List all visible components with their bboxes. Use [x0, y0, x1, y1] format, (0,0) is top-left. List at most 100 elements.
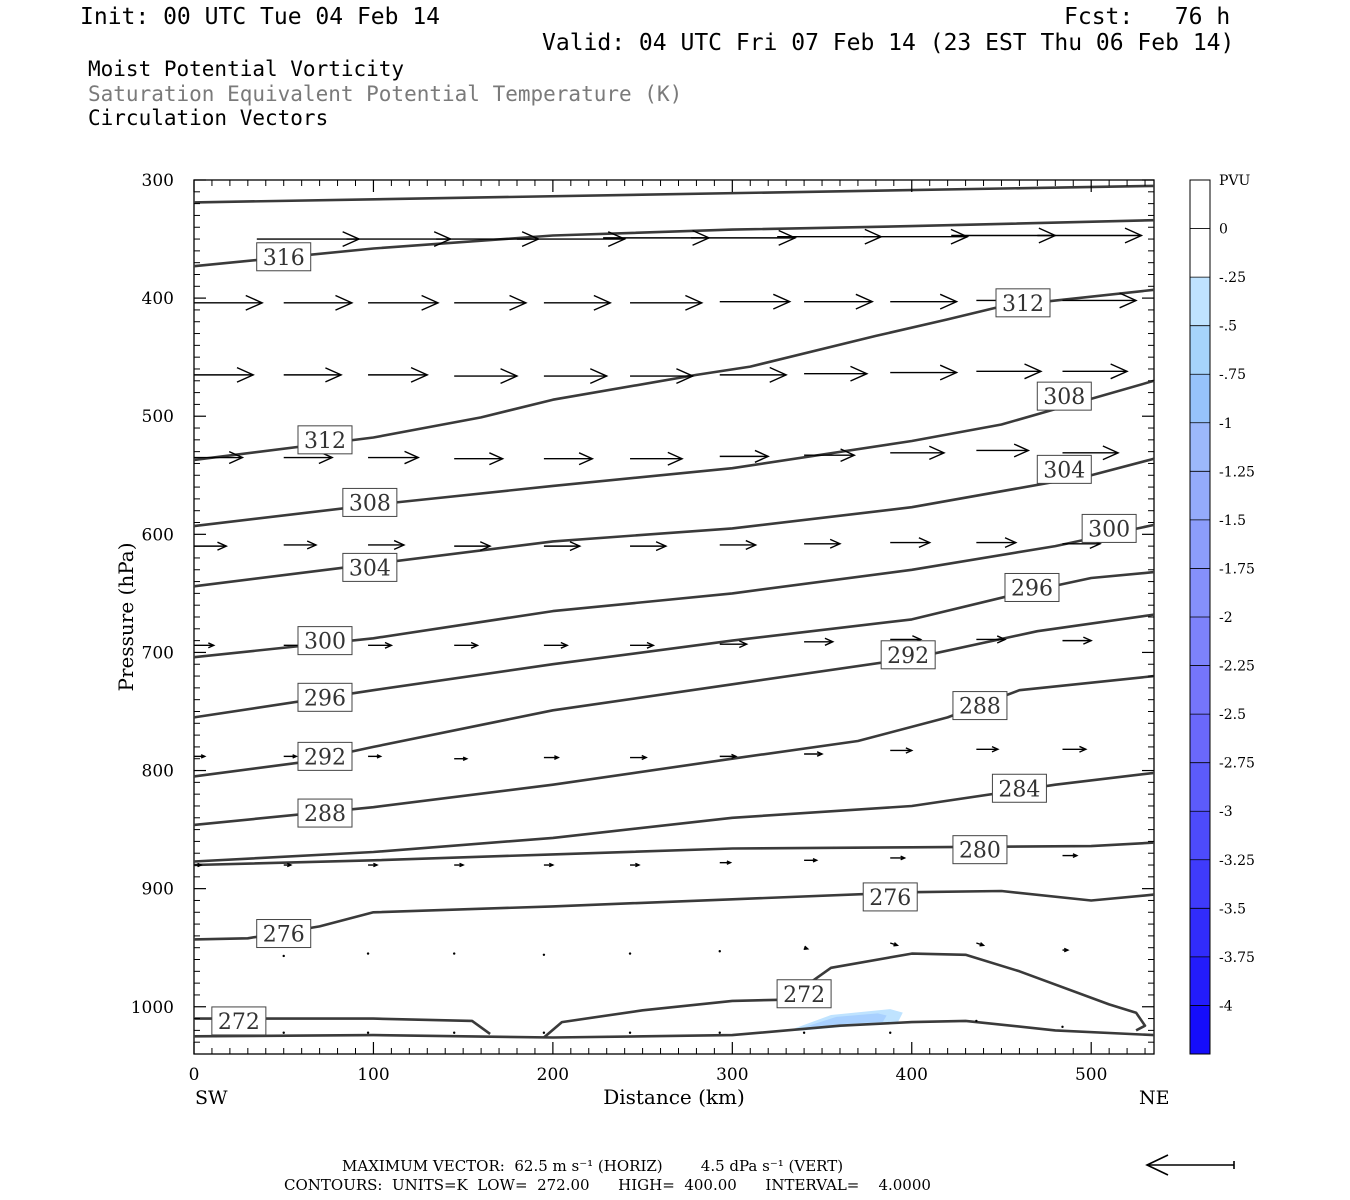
wind-vector-dot [282, 1031, 285, 1034]
wind-vector [804, 637, 835, 646]
contour-line-unlabeled [193, 184, 1155, 204]
wind-vector-head [676, 368, 695, 385]
wind-vector-head [991, 746, 1000, 753]
contour-label-box [297, 682, 353, 712]
y-tick-label: 800 [142, 762, 174, 782]
colorbar-segment [1190, 665, 1210, 715]
wind-vector-head [829, 538, 842, 549]
wind-vector [804, 751, 824, 757]
wind-vector [454, 452, 505, 466]
contour-label: 280 [952, 835, 1008, 865]
contour-line-272 [543, 952, 1147, 1039]
wind-vector-head [635, 862, 641, 868]
colorbar-segment [1190, 471, 1210, 521]
wind-vector [542, 1031, 546, 1034]
wind-vector-head [731, 753, 738, 759]
wind-vector-head [979, 942, 986, 947]
wind-vector [890, 855, 907, 861]
contour-label-box [297, 741, 353, 771]
contour-label-text: 272 [783, 983, 825, 1008]
wind-vector-head [900, 855, 907, 861]
forecast-hour: Fcst: 76 h [1064, 4, 1231, 30]
wind-vector [1061, 1025, 1064, 1029]
contour-label: 284 [991, 773, 1047, 803]
colorbar-label: -3.75 [1219, 950, 1255, 966]
wind-vector [368, 862, 379, 868]
wind-vector-head [850, 365, 869, 382]
wind-vector-head [745, 539, 758, 550]
contour-label-text: 308 [1043, 385, 1085, 410]
wind-vector [804, 858, 819, 863]
wind-vector [1062, 363, 1129, 380]
y-tick-label: 900 [142, 880, 174, 900]
colorbar-label: -3.25 [1219, 853, 1255, 869]
wind-vector-dot [366, 1031, 370, 1034]
y-tick-label: 400 [142, 289, 174, 309]
wind-vector-dot [802, 1031, 806, 1034]
contour-label-box [211, 1006, 267, 1036]
wind-vector-head [286, 862, 293, 868]
wind-vector [976, 537, 1018, 549]
contour-label-box [297, 798, 353, 828]
wind-vector [804, 448, 857, 462]
wind-vector [283, 754, 298, 759]
x-end-left: SW [195, 1087, 228, 1109]
colorbar-label: -1.25 [1219, 464, 1255, 480]
contour-label: 312 [995, 288, 1051, 318]
x-tick-label: 0 [189, 1065, 200, 1085]
wind-vector-dot [718, 1031, 721, 1034]
contour-label: 304 [342, 552, 398, 582]
wind-vector-head [306, 540, 318, 550]
wind-vector-head [462, 756, 469, 761]
wind-vector [368, 754, 383, 759]
wind-vector [194, 450, 245, 465]
contour-label-text: 280 [959, 839, 1001, 864]
y-tick-label: 300 [142, 171, 174, 191]
contour-label-text: 284 [998, 777, 1040, 802]
contour-label: 296 [297, 682, 353, 712]
wind-vector-dot [282, 954, 285, 958]
wind-vector [718, 950, 721, 953]
wind-vector-head [569, 541, 582, 552]
contour-label-text: 292 [887, 644, 929, 669]
wind-vector-head [996, 635, 1007, 644]
wind-vector [543, 541, 582, 552]
wind-vector [368, 294, 440, 311]
colorbar-segment [1190, 1005, 1210, 1055]
contour-label: 316 [256, 242, 312, 272]
wind-vector [719, 293, 792, 310]
contour-label: 296 [1004, 572, 1060, 602]
wind-vector-head [739, 640, 749, 649]
contour-label-text: 316 [263, 246, 305, 271]
contour-label: 300 [297, 626, 353, 656]
wind-vector-head [489, 452, 505, 466]
wind-vector [1062, 853, 1079, 858]
contour-label-text: 296 [1011, 576, 1053, 601]
colorbar-segment [1190, 617, 1210, 667]
wind-vector [543, 862, 555, 868]
wind-vector-head [667, 451, 684, 466]
wind-vector [719, 640, 749, 649]
contour-line-300 [193, 523, 1155, 659]
wind-vector-dot [718, 950, 721, 953]
colorbar-label: -2.5 [1219, 707, 1246, 723]
wind-vector-head [245, 294, 264, 311]
wind-vector [889, 1031, 892, 1034]
wind-vector-head [769, 366, 788, 383]
x-tick-label: 400 [896, 1065, 928, 1085]
wind-vector [802, 1031, 806, 1034]
wind-vector-head [335, 294, 354, 311]
colorbar-segment [1190, 422, 1210, 472]
pv-shade-core [804, 1013, 887, 1027]
wind-vector [630, 862, 641, 868]
y-tick-label: 1000 [131, 998, 174, 1018]
wind-vector [890, 293, 959, 310]
wind-vector-head [410, 366, 429, 383]
contour-label-box [952, 835, 1008, 865]
valid-time: Valid: 04 UTC Fri 07 Feb 14 (23 EST Thu … [542, 30, 1235, 56]
colorbar-label: -.5 [1219, 319, 1237, 335]
contour-label: 300 [1081, 513, 1137, 543]
contour-label-text: 300 [304, 630, 346, 655]
contour-label-box [256, 242, 312, 272]
